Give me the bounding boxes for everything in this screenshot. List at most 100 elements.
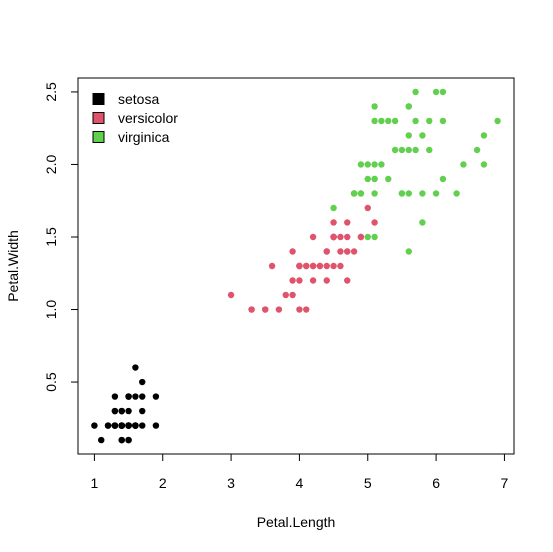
x-tick-label: 2	[159, 475, 167, 491]
point-virginica	[453, 190, 460, 197]
point-virginica	[439, 88, 447, 96]
point-versicolor	[323, 277, 330, 284]
point-setosa	[139, 378, 146, 386]
point-virginica	[371, 117, 378, 125]
point-setosa	[132, 422, 139, 429]
point-versicolor	[303, 306, 310, 313]
point-versicolor	[248, 306, 255, 313]
point-setosa	[139, 393, 146, 400]
point-virginica	[494, 117, 501, 125]
x-axis: 1 2 3 4 5 6 7	[91, 453, 509, 491]
point-versicolor	[337, 233, 344, 241]
x-axis-label: Petal.Length	[257, 514, 336, 530]
y-axis-label: Petal.Width	[5, 230, 21, 302]
point-versicolor	[289, 291, 296, 299]
point-versicolor	[337, 248, 344, 255]
point-setosa	[104, 422, 112, 429]
point-virginica	[330, 204, 337, 212]
legend-label-virginica: virginica	[118, 129, 170, 145]
y-tick-label: 0.5	[43, 372, 59, 392]
point-virginica	[419, 219, 426, 226]
point-virginica	[426, 146, 433, 154]
y-tick-label: 1.5	[43, 227, 59, 247]
point-virginica	[405, 103, 412, 110]
point-setosa	[152, 393, 160, 400]
point-versicolor	[275, 306, 283, 313]
point-setosa	[125, 422, 132, 429]
y-tick-label: 1.0	[43, 300, 59, 320]
point-setosa	[118, 407, 125, 415]
point-virginica	[398, 190, 406, 197]
point-virginica	[371, 233, 378, 241]
x-tick-label: 5	[364, 475, 372, 491]
point-setosa	[139, 407, 146, 415]
point-virginica	[426, 117, 433, 125]
point-versicolor	[296, 306, 303, 313]
data-points	[91, 88, 501, 444]
point-versicolor	[330, 262, 337, 270]
legend-key-virginica	[92, 131, 105, 143]
point-virginica	[350, 190, 358, 197]
point-setosa	[98, 436, 105, 444]
x-tick-label: 7	[501, 475, 509, 491]
point-versicolor	[357, 233, 365, 241]
point-virginica	[439, 117, 447, 125]
y-tick-label: 2.5	[43, 82, 59, 102]
point-versicolor	[344, 219, 351, 226]
point-versicolor	[309, 233, 317, 241]
point-setosa	[125, 436, 132, 444]
point-virginica	[480, 161, 488, 168]
point-virginica	[371, 103, 378, 110]
point-virginica	[364, 233, 371, 241]
point-virginica	[378, 161, 385, 168]
point-setosa	[139, 422, 146, 429]
point-virginica	[371, 190, 378, 197]
point-virginica	[412, 88, 419, 96]
point-versicolor	[262, 306, 269, 313]
point-versicolor	[350, 248, 358, 255]
point-versicolor	[309, 277, 317, 284]
point-versicolor	[296, 277, 303, 284]
x-tick-label: 1	[91, 475, 99, 491]
point-versicolor	[330, 219, 337, 226]
point-virginica	[419, 190, 426, 197]
point-virginica	[405, 248, 412, 255]
legend: setosa versicolor virginica	[92, 91, 178, 145]
x-tick-label: 4	[296, 475, 304, 491]
point-setosa	[152, 422, 160, 429]
point-setosa	[91, 422, 98, 429]
point-setosa	[111, 407, 119, 415]
point-setosa	[125, 393, 132, 400]
point-versicolor	[323, 262, 330, 270]
x-tick-label: 3	[227, 475, 235, 491]
point-virginica	[391, 117, 399, 125]
point-setosa	[111, 422, 119, 429]
point-versicolor	[268, 262, 276, 270]
point-setosa	[111, 393, 119, 400]
point-virginica	[432, 190, 440, 197]
point-virginica	[391, 146, 399, 154]
point-versicolor	[227, 291, 235, 299]
point-virginica	[357, 161, 365, 168]
legend-key-versicolor	[92, 112, 105, 124]
point-virginica	[364, 161, 371, 168]
point-virginica	[473, 146, 481, 154]
point-versicolor	[364, 204, 371, 212]
point-virginica	[419, 132, 426, 139]
point-versicolor	[371, 219, 378, 226]
point-virginica	[371, 175, 378, 183]
legend-key-setosa	[92, 93, 105, 105]
point-versicolor	[309, 262, 317, 270]
point-setosa	[118, 436, 125, 444]
point-versicolor	[316, 262, 324, 270]
y-axis: 0.5 1.0 1.5 2.0 2.5	[43, 82, 79, 392]
legend-label-versicolor: versicolor	[118, 110, 178, 126]
point-virginica	[364, 175, 371, 183]
point-virginica	[432, 88, 440, 96]
point-versicolor	[337, 262, 344, 270]
point-virginica	[405, 132, 412, 139]
point-virginica	[398, 146, 406, 154]
point-setosa	[125, 407, 132, 415]
point-versicolor	[323, 248, 330, 255]
